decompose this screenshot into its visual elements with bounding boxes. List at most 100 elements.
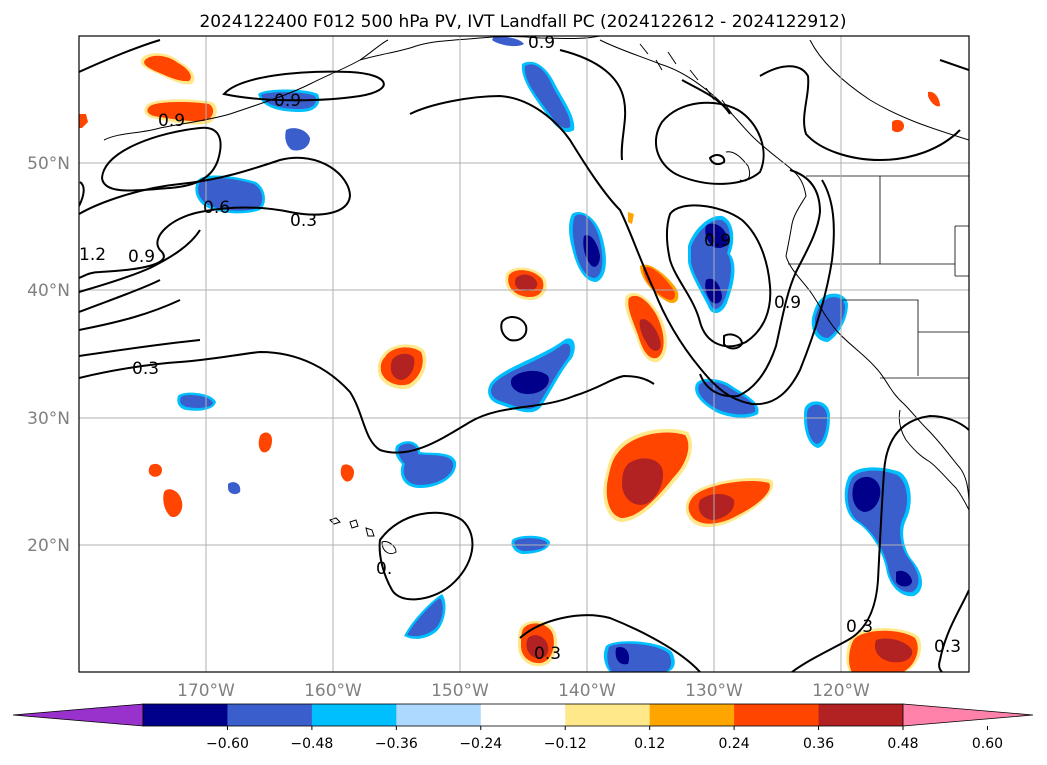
contour-label: 0.9 <box>128 247 155 267</box>
contour-label: 0.9 <box>704 231 731 251</box>
contour-line <box>939 59 969 71</box>
positive-blob <box>685 477 774 528</box>
lon-label-130w: 130°W <box>685 681 743 701</box>
lon-label-140w: 140°W <box>558 681 616 701</box>
lat-label-30n: 30°N <box>27 409 70 429</box>
lon-label-160w: 160°W <box>304 681 362 701</box>
positive-blob <box>640 264 679 304</box>
map-panel: 0.9 0.9 0.9 0.6 0.3 1.2 0.9 0.3 0.3 0.3 … <box>27 33 970 701</box>
colorbar-segment <box>734 704 820 726</box>
positive-blob <box>163 489 183 518</box>
contour-line <box>79 339 201 357</box>
colorbar-tick-label: −0.60 <box>206 736 249 752</box>
contour-line <box>79 39 161 73</box>
contour-line <box>79 350 655 454</box>
positive-blob <box>144 99 217 125</box>
colorbar-segment <box>143 704 228 726</box>
colorbar-tick-label: −0.48 <box>290 736 333 752</box>
negative-blob <box>228 482 241 495</box>
positive-blob <box>148 463 162 477</box>
contour-line <box>409 94 835 406</box>
contour-line <box>79 156 352 279</box>
contour-label: 0. <box>376 559 392 579</box>
contour-label: 0.9 <box>774 293 801 313</box>
longitude-labels: 170°W 160°W 150°W 140°W 130°W 120°W <box>177 681 870 701</box>
positive-blob <box>79 114 88 128</box>
contour-label: 0.3 <box>534 644 561 664</box>
contour-line <box>699 169 822 398</box>
colorbar-tick-label: −0.36 <box>375 736 418 752</box>
colorbar-segment <box>649 704 735 726</box>
alaska-panhandle-islands <box>639 43 733 115</box>
contour-line <box>759 65 961 162</box>
contour-label: 0.3 <box>934 637 961 657</box>
colorbar-tick-label: 0.24 <box>719 736 750 752</box>
contour-line <box>655 101 765 185</box>
lat-label-50n: 50°N <box>27 154 70 174</box>
contour-line <box>681 79 731 115</box>
colorbar-ticks: −0.60 −0.48 −0.36 −0.24 −0.12 0.12 0.24 0.36 0.4… <box>206 726 1003 752</box>
borders <box>788 175 969 379</box>
colorbar-segment <box>565 704 651 726</box>
positive-blob <box>377 344 427 390</box>
colorbar-segments <box>13 704 1033 726</box>
colorbar-segment <box>227 704 313 726</box>
positive-blob <box>892 119 904 133</box>
contour-label: 0.9 <box>528 33 555 53</box>
positive-anomaly-shading <box>79 53 940 672</box>
negative-blob <box>492 36 524 47</box>
colorbar-tick-label: 0.36 <box>803 736 834 752</box>
negative-blob <box>603 641 675 672</box>
colorbar-extend-max <box>903 704 1033 726</box>
contour-label: 1.2 <box>79 245 106 265</box>
lat-label-20n: 20°N <box>27 536 70 556</box>
negative-blob <box>285 128 310 151</box>
state-borders <box>788 176 969 277</box>
lat-label-40n: 40°N <box>27 281 70 301</box>
map-background <box>79 36 969 672</box>
colorbar-segment <box>480 704 566 726</box>
negative-blob <box>521 61 575 133</box>
negative-blob <box>844 467 923 597</box>
map-contents: 0.9 0.9 0.9 0.6 0.3 1.2 0.9 0.3 0.3 0.3 … <box>79 33 969 672</box>
contour-labels: 0.9 0.9 0.9 0.6 0.3 1.2 0.9 0.3 0.3 0.3 … <box>79 33 961 664</box>
negative-blob <box>688 215 735 314</box>
colorbar-tick-label: −0.12 <box>544 736 587 752</box>
positive-blob <box>928 91 940 107</box>
contour-label: 0.3 <box>846 617 873 637</box>
lon-label-170w: 170°W <box>177 681 235 701</box>
positive-blob <box>258 432 272 453</box>
colorbar-extend-min <box>13 704 143 726</box>
colorbar-tick-label: 0.12 <box>634 736 665 752</box>
negative-anomaly-shading <box>177 36 923 672</box>
contour-label: 0.6 <box>203 198 230 218</box>
negative-blob <box>488 338 575 413</box>
graticule <box>79 36 969 672</box>
contour-line <box>500 316 528 342</box>
positive-blob <box>628 212 634 224</box>
contour-line <box>79 299 181 331</box>
negative-blob <box>395 441 457 488</box>
contour-label: 0.9 <box>158 111 185 131</box>
baja-california <box>898 409 969 511</box>
ivt-contours <box>79 39 969 672</box>
contour-line <box>666 204 772 348</box>
colorbar-segment <box>311 704 397 726</box>
positive-blob <box>340 464 354 482</box>
colorbar-tick-label: −0.24 <box>459 736 502 752</box>
contour-line <box>791 471 885 672</box>
colorbar-tick-label: 0.48 <box>887 736 918 752</box>
state-borders-south <box>842 299 969 376</box>
lon-label-120w: 120°W <box>812 681 870 701</box>
alaska-coast <box>359 36 601 61</box>
negative-blob <box>804 401 830 448</box>
contour-line <box>79 229 201 293</box>
hawaii <box>329 517 397 555</box>
contour-label: 0.9 <box>274 91 301 111</box>
colorbar: −0.60 −0.48 −0.36 −0.24 −0.12 0.12 0.24 0.36 0.4… <box>12 703 1034 752</box>
latitude-labels: 20°N 30°N 40°N 50°N <box>27 154 70 556</box>
negative-blob <box>404 594 446 639</box>
colorbar-segment <box>818 704 904 726</box>
contour-line <box>378 511 474 601</box>
